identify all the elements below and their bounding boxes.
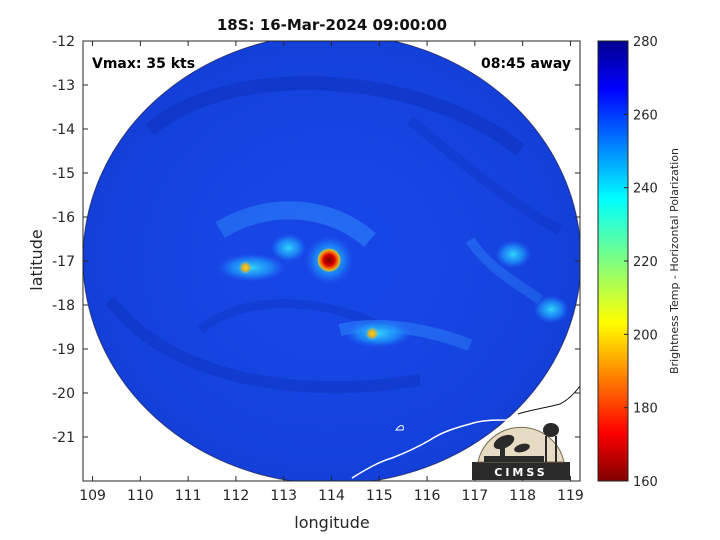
x-tick-label: 119 [557, 488, 584, 504]
cimss-logo: CIMSS [472, 423, 570, 480]
colorbar [597, 40, 629, 482]
colorbar-tick-label: 200 [633, 328, 658, 343]
dish-icon [493, 434, 515, 450]
chart-title: 18S: 16-Mar-2024 09:00:00 [217, 16, 447, 34]
x-axis-label: longitude [294, 513, 369, 532]
y-tick-label: -19 [52, 342, 75, 358]
water-tower-icon [543, 423, 559, 437]
colorbar-tick-label: 280 [633, 35, 658, 50]
colorbar-label: Brightness Temp - Horizontal Polarizatio… [668, 148, 681, 374]
logo-text: CIMSS [494, 466, 547, 479]
x-tick-label: 112 [223, 488, 250, 504]
colorbar-tick-label: 180 [633, 402, 658, 417]
x-tick-label: 110 [127, 488, 154, 504]
x-tick-label: 116 [414, 488, 441, 504]
cool-feature [533, 295, 570, 324]
y-axis-ticks: -12 -13 -14 -15 -16 -17 -18 -19 -20 -21 [52, 34, 580, 446]
y-tick-label: -14 [52, 122, 75, 138]
y-tick-label: -20 [52, 386, 75, 402]
small-dish-icon [514, 443, 530, 453]
colorbar-ticks: 280 260 240 220 200 180 160 [624, 35, 658, 490]
y-tick-label: -17 [52, 254, 75, 270]
coastline-black [517, 385, 580, 415]
y-tick-label: -13 [52, 78, 75, 94]
vmax-label: Vmax: 35 kts [92, 56, 195, 72]
coastline-white [351, 413, 519, 479]
colorbar-tick-label: 240 [633, 182, 658, 197]
time-away-label: 08:45 away [481, 56, 571, 72]
y-tick-label: -16 [52, 210, 75, 226]
y-tick-label: -15 [52, 166, 75, 182]
warm-core-feature [317, 248, 342, 273]
cool-feature [495, 240, 532, 269]
island-outline [395, 425, 404, 431]
x-tick-label: 109 [79, 488, 106, 504]
warm-feature [238, 260, 253, 275]
y-tick-label: -12 [52, 34, 75, 50]
x-tick-label: 113 [270, 488, 297, 504]
logo-banner [472, 462, 570, 480]
tower-leg-right [555, 436, 557, 462]
colorbar-tick-label: 220 [633, 255, 658, 270]
warm-feature [365, 326, 380, 341]
x-tick-label: 111 [175, 488, 202, 504]
x-tick-label: 114 [318, 488, 345, 504]
x-axis-ticks: 109 110 111 112 113 114 115 116 117 118 119 [79, 41, 584, 504]
warm-features [217, 233, 570, 348]
tower-leg-left [545, 436, 547, 462]
dish-mast [500, 446, 505, 462]
y-tick-label: -21 [52, 430, 75, 446]
x-tick-label: 115 [366, 488, 393, 504]
x-tick-label: 118 [509, 488, 536, 504]
colorbar-tick-label: 260 [633, 108, 658, 123]
colorbar-tick-label: 160 [633, 475, 658, 490]
logo-ground [484, 456, 544, 462]
y-axis-label: latitude [27, 229, 46, 290]
y-tick-label: -18 [52, 298, 75, 314]
x-tick-label: 117 [461, 488, 488, 504]
cool-feature [270, 233, 307, 262]
